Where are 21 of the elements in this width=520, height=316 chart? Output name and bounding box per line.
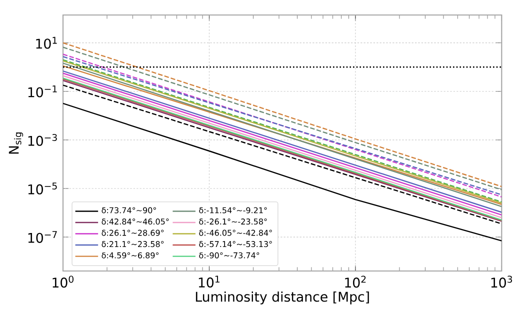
legend-label: δ:-57.14°~-53.13° [199, 241, 272, 248]
legend-label: δ:26.1°~28.69° [102, 230, 164, 236]
legend-label: δ:42.84°~46.05° [102, 218, 169, 225]
legend-label: δ:-90°~-73.74° [199, 252, 260, 258]
x-tick-label: 10$^{1}$ [198, 276, 220, 288]
y-tick-label: 10$^{−3}$ [28, 134, 57, 146]
y-tick-label: 10$^{−5}$ [28, 182, 57, 194]
y-tick-label: 10$^{−1}$ [28, 85, 57, 98]
x-tick-label: 10$^{0}$ [52, 276, 74, 288]
y-tick-label: 10$^{−7}$ [28, 231, 57, 243]
legend-label: δ:-11.54°~-9.21° [199, 207, 267, 214]
y-axis-title: N$_{sig}$ [8, 132, 24, 154]
legend-label: δ:21.1°~23.58° [102, 241, 164, 248]
legend-label: δ:-26.1°~-23.58° [199, 218, 267, 225]
x-axis-title: Luminosity distance [Mpc] [196, 291, 369, 304]
legend-label: δ:4.59°~6.89° [102, 252, 158, 258]
legend-label: δ:-46.05°~-42.84° [199, 230, 272, 236]
legend-label: δ:73.74°~90° [102, 207, 156, 214]
x-tick-label: 10$^{2}$ [345, 276, 366, 288]
x-tick-label: 10$^{3}$ [491, 276, 512, 288]
y-tick-label: 10$^{1}$ [36, 36, 57, 49]
